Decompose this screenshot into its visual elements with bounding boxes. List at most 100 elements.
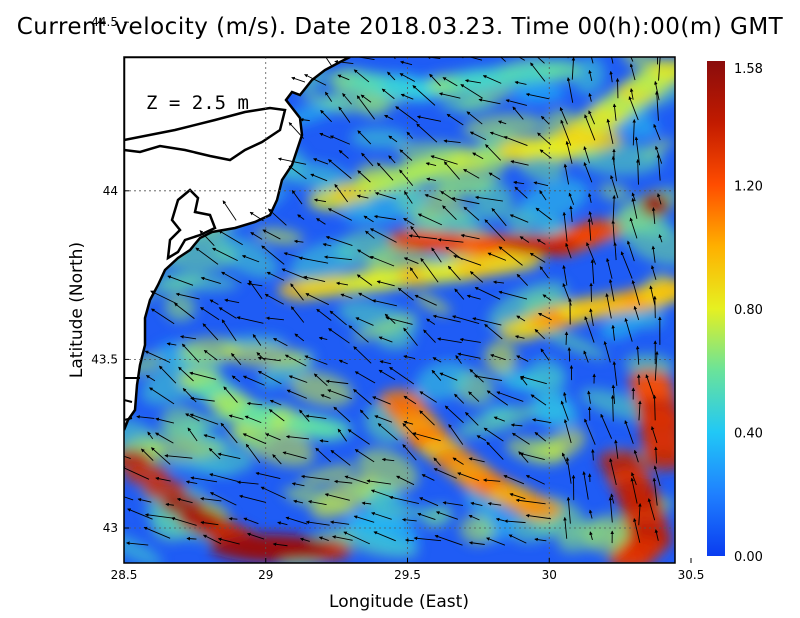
velocity-arrow: [359, 409, 369, 420]
velocity-arrow: [626, 240, 635, 262]
velocity-arrow: [611, 57, 614, 64]
velocity-arrow: [402, 444, 417, 461]
velocity-arrow: [388, 135, 398, 143]
velocity-arrow: [514, 335, 525, 339]
velocity-arrow: [468, 541, 485, 545]
velocity-arrow: [443, 139, 461, 143]
velocity-arrow: [566, 77, 574, 103]
velocity-arrow: [491, 207, 507, 227]
velocity-arrow: [498, 246, 523, 266]
velocity-arrow: [353, 69, 370, 83]
velocity-arrow: [588, 193, 592, 203]
velocity-arrow: [299, 117, 310, 122]
velocity-arrow: [185, 413, 200, 422]
velocity-arrow: [297, 214, 305, 220]
velocity-arrow: [412, 85, 436, 106]
velocity-arrow: [503, 475, 525, 485]
velocity-arrow: [353, 389, 372, 405]
velocity-arrow: [540, 348, 550, 361]
velocity-arrow: [327, 208, 353, 221]
velocity-arrow: [584, 418, 596, 445]
velocity-arrow: [432, 357, 442, 363]
velocity-arrow: [409, 267, 419, 279]
velocity-arrow: [403, 420, 414, 425]
velocity-arrow: [632, 118, 637, 146]
velocity-arrow: [658, 234, 663, 243]
velocity-arrow: [378, 336, 393, 343]
velocity-arrow: [166, 342, 177, 346]
velocity-arrow: [609, 70, 613, 83]
velocity-arrow: [488, 172, 501, 180]
map-area: [124, 57, 675, 563]
velocity-arrow: [560, 400, 569, 421]
velocity-arrow: [610, 175, 619, 199]
velocity-arrow: [126, 541, 149, 546]
velocity-arrow: [303, 275, 326, 282]
velocity-arrow: [124, 455, 131, 460]
velocity-arrow: [318, 336, 328, 341]
velocity-arrow: [442, 205, 457, 221]
velocity-arrow: [638, 503, 642, 526]
velocity-arrow: [209, 473, 238, 482]
velocity-arrow: [221, 319, 237, 342]
velocity-arrow: [652, 477, 658, 506]
velocity-arrow: [356, 274, 373, 286]
velocity-arrow: [413, 536, 442, 542]
velocity-arrow: [334, 59, 354, 65]
velocity-arrow: [484, 323, 503, 340]
velocity-arrow: [343, 531, 370, 545]
velocity-arrow: [472, 317, 502, 326]
velocity-arrow: [452, 315, 480, 325]
velocity-arrow: [305, 293, 329, 306]
velocity-arrow: [419, 497, 439, 507]
velocity-arrow: [221, 271, 242, 284]
velocity-arrow: [426, 177, 436, 181]
velocity-arrow: [164, 454, 193, 459]
velocity-arrow: [396, 475, 415, 486]
velocity-arrow: [417, 213, 443, 226]
velocity-arrow: [272, 454, 282, 465]
velocity-arrow: [525, 475, 545, 485]
velocity-arrow: [533, 181, 549, 187]
velocity-arrow: [633, 305, 640, 321]
velocity-arrow: [583, 350, 589, 363]
velocity-arrow: [638, 400, 642, 421]
velocity-arrow: [361, 152, 374, 167]
velocity-arrow: [476, 435, 487, 441]
velocity-arrow: [498, 290, 528, 300]
velocity-arrow: [371, 511, 392, 520]
velocity-arrow: [416, 115, 442, 122]
velocity-arrow: [624, 317, 633, 342]
velocity-arrow: [559, 107, 568, 125]
velocity-arrow: [504, 519, 526, 524]
velocity-arrow: [591, 449, 595, 461]
velocity-arrow: [255, 471, 281, 480]
velocity-arrow: [353, 515, 375, 523]
velocity-arrow: [610, 394, 615, 422]
velocity-arrow: [239, 494, 267, 503]
velocity-arrow: [150, 308, 175, 325]
velocity-arrow: [503, 136, 528, 146]
velocity-arrow: [150, 447, 171, 465]
velocity-arrow: [516, 355, 529, 362]
velocity-arrow: [399, 149, 413, 161]
velocity-arrow: [199, 230, 215, 246]
velocity-arrow: [609, 458, 617, 486]
velocity-arrow: [635, 159, 640, 185]
velocity-arrow: [611, 220, 615, 245]
velocity-arrow: [562, 265, 568, 286]
velocity-arrow: [454, 288, 465, 300]
velocity-arrow: [408, 234, 438, 240]
velocity-arrow: [421, 474, 435, 481]
velocity-arrow: [298, 256, 329, 264]
velocity-arrow: [650, 426, 658, 444]
velocity-arrow: [631, 197, 638, 219]
x-tick-label: 29.5: [394, 568, 421, 582]
velocity-arrow: [305, 520, 330, 526]
velocity-arrow: [605, 293, 612, 319]
velocity-arrow: [534, 432, 547, 442]
velocity-arrow: [301, 474, 330, 481]
velocity-arrow: [241, 255, 260, 263]
velocity-arrow: [469, 131, 487, 141]
